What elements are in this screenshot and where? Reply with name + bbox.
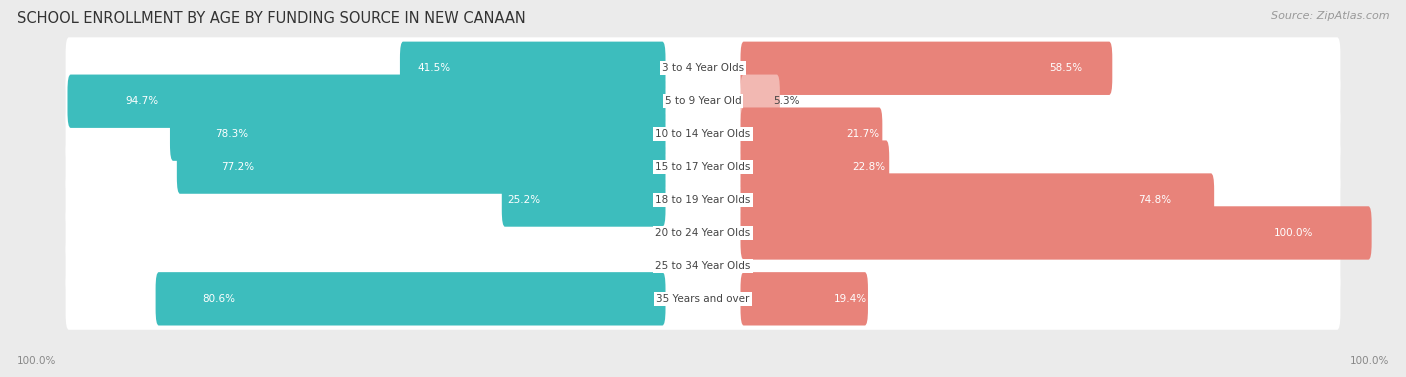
Text: 22.8%: 22.8% — [852, 162, 886, 172]
FancyBboxPatch shape — [66, 268, 1340, 330]
FancyBboxPatch shape — [741, 140, 889, 194]
Text: 74.8%: 74.8% — [1139, 195, 1171, 205]
Text: 5 to 9 Year Old: 5 to 9 Year Old — [665, 96, 741, 106]
Text: 18 to 19 Year Olds: 18 to 19 Year Olds — [655, 195, 751, 205]
FancyBboxPatch shape — [741, 206, 1372, 260]
Text: 100.0%: 100.0% — [1274, 228, 1313, 238]
Text: 100.0%: 100.0% — [1350, 356, 1389, 366]
Text: 20 to 24 Year Olds: 20 to 24 Year Olds — [655, 228, 751, 238]
Text: 25.2%: 25.2% — [508, 195, 540, 205]
FancyBboxPatch shape — [399, 41, 665, 95]
FancyBboxPatch shape — [66, 70, 1340, 132]
FancyBboxPatch shape — [177, 140, 665, 194]
FancyBboxPatch shape — [741, 41, 1112, 95]
FancyBboxPatch shape — [66, 37, 1340, 99]
Text: 35 Years and over: 35 Years and over — [657, 294, 749, 304]
FancyBboxPatch shape — [170, 107, 665, 161]
FancyBboxPatch shape — [66, 202, 1340, 264]
FancyBboxPatch shape — [741, 75, 780, 128]
Text: 41.5%: 41.5% — [418, 63, 451, 73]
FancyBboxPatch shape — [67, 75, 665, 128]
FancyBboxPatch shape — [502, 173, 665, 227]
Text: 15 to 17 Year Olds: 15 to 17 Year Olds — [655, 162, 751, 172]
Text: 5.3%: 5.3% — [773, 96, 800, 106]
FancyBboxPatch shape — [66, 169, 1340, 231]
FancyBboxPatch shape — [156, 272, 665, 325]
Text: 19.4%: 19.4% — [834, 294, 868, 304]
Text: 25 to 34 Year Olds: 25 to 34 Year Olds — [655, 261, 751, 271]
Text: 100.0%: 100.0% — [17, 356, 56, 366]
FancyBboxPatch shape — [741, 173, 1215, 227]
Text: 58.5%: 58.5% — [1049, 63, 1081, 73]
Text: 3 to 4 Year Olds: 3 to 4 Year Olds — [662, 63, 744, 73]
FancyBboxPatch shape — [66, 103, 1340, 165]
Text: 77.2%: 77.2% — [221, 162, 254, 172]
FancyBboxPatch shape — [66, 235, 1340, 297]
Text: 80.6%: 80.6% — [202, 294, 236, 304]
Text: 94.7%: 94.7% — [125, 96, 159, 106]
Text: Source: ZipAtlas.com: Source: ZipAtlas.com — [1271, 11, 1389, 21]
Text: 10 to 14 Year Olds: 10 to 14 Year Olds — [655, 129, 751, 139]
Text: 21.7%: 21.7% — [846, 129, 880, 139]
FancyBboxPatch shape — [741, 107, 883, 161]
FancyBboxPatch shape — [741, 272, 868, 325]
Text: SCHOOL ENROLLMENT BY AGE BY FUNDING SOURCE IN NEW CANAAN: SCHOOL ENROLLMENT BY AGE BY FUNDING SOUR… — [17, 11, 526, 26]
FancyBboxPatch shape — [66, 136, 1340, 198]
Text: 78.3%: 78.3% — [215, 129, 249, 139]
